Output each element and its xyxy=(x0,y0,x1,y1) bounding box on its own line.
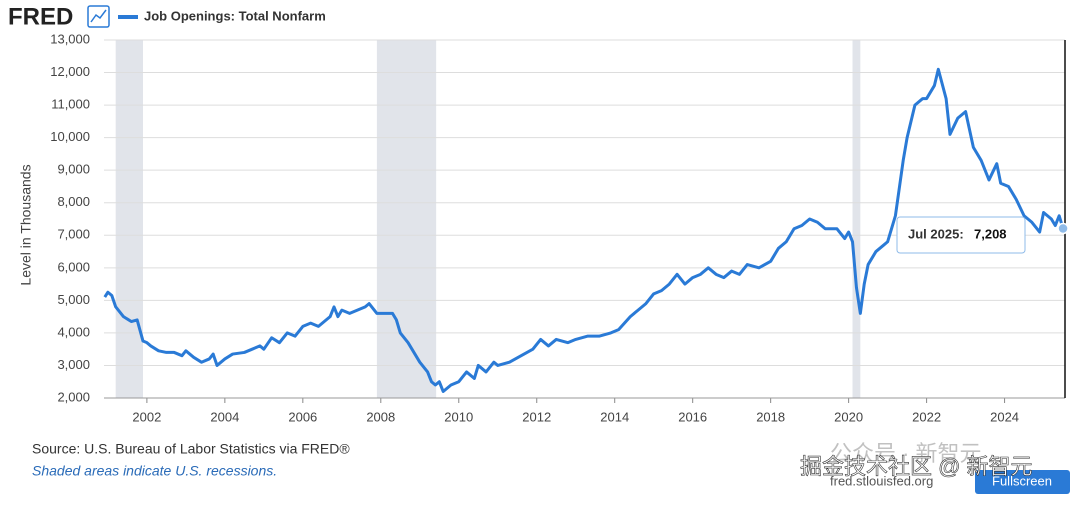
y-tick-label: 7,000 xyxy=(57,227,90,242)
x-tick-label: 2004 xyxy=(210,409,239,424)
x-tick-label: 2022 xyxy=(912,409,941,424)
recession-band xyxy=(376,40,437,398)
legend-label: Job Openings: Total Nonfarm xyxy=(144,8,326,23)
x-tick-label: 2018 xyxy=(756,409,785,424)
hover-dot xyxy=(1057,222,1069,235)
fullscreen-button[interactable] xyxy=(975,470,1070,494)
y-tick-label: 3,000 xyxy=(57,357,90,372)
x-tick-label: 2010 xyxy=(444,409,473,424)
y-tick-label: 9,000 xyxy=(57,162,90,177)
source: Source: U.S. Bureau of Labor Statistics … xyxy=(32,441,350,457)
fullscreen-label[interactable]: Fullscreen xyxy=(992,473,1052,488)
x-tick-label: 2002 xyxy=(132,409,161,424)
watermark: 掘金技术社区 @ 新智元 xyxy=(800,454,1033,479)
y-tick-label: 8,000 xyxy=(57,194,90,209)
note: Shaded areas indicate U.S. recessions. xyxy=(32,463,277,479)
x-tick-label: 2014 xyxy=(600,409,629,424)
x-tick-label: 2024 xyxy=(990,409,1019,424)
y-tick-label: 2,000 xyxy=(57,389,90,404)
watermark: 公众号 · 新智元 xyxy=(830,441,982,466)
x-tick-label: 2008 xyxy=(366,409,395,424)
series-line xyxy=(103,67,1065,393)
logo: FRED xyxy=(8,3,73,30)
logo-icon xyxy=(87,5,110,28)
y-tick-label: 6,000 xyxy=(57,259,90,274)
x-tick-label: 2012 xyxy=(522,409,551,424)
x-tick-label: 2006 xyxy=(288,409,317,424)
y-tick-label: 11,000 xyxy=(51,97,90,112)
x-tick-label: 2016 xyxy=(678,409,707,424)
logo-icon-line xyxy=(90,9,107,23)
tooltip-box xyxy=(896,216,1026,254)
y-tick-label: 5,000 xyxy=(57,292,90,307)
site-url: fred.stlouisfed.org xyxy=(830,473,933,488)
plot-area: 2,000 3,000 4,000 5,000 6,000 7,000 8,000 9,000… xyxy=(50,31,1069,424)
recession-band xyxy=(115,40,143,398)
tooltip-value: 7,208 xyxy=(974,226,1007,241)
y-tick-label: 4,000 xyxy=(57,324,90,339)
y-tick-label: 10,000 xyxy=(50,129,90,144)
tooltip-date: Jul 2025: xyxy=(908,226,964,241)
y-tick-label: 12,000 xyxy=(50,64,90,79)
y-axis-label: Level in Thousands xyxy=(18,164,34,285)
y-tick-label: 13,000 xyxy=(50,31,90,46)
recession-band xyxy=(852,40,861,398)
x-tick-label: 2020 xyxy=(834,409,863,424)
